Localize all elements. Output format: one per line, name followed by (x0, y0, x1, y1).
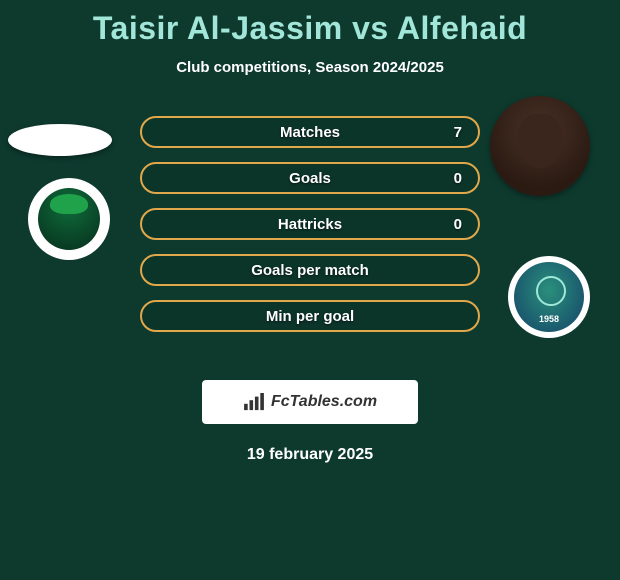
stat-value-right: 7 (454, 124, 462, 141)
stat-label: Matches (280, 124, 340, 141)
player-right-photo (490, 96, 590, 196)
club-badge-right: 1958 (508, 256, 590, 338)
page-title: Taisir Al-Jassim vs Alfehaid (0, 0, 620, 47)
stats-area: 1958 Matches 7 Goals 0 Hattricks 0 Goals… (0, 116, 620, 356)
date-label: 19 february 2025 (0, 446, 620, 464)
branding-label: FcTables.com (271, 393, 377, 411)
branding-badge: FcTables.com (202, 380, 418, 424)
stat-row-hattricks: Hattricks 0 (140, 208, 480, 240)
stat-label: Hattricks (278, 216, 342, 233)
club-right-year: 1958 (539, 314, 559, 324)
club-badge-left (28, 178, 110, 260)
stat-label: Goals per match (251, 262, 369, 279)
club-badge-right-crest: 1958 (514, 262, 584, 332)
stat-label: Min per goal (266, 308, 354, 325)
stat-row-goals: Goals 0 (140, 162, 480, 194)
stat-row-matches: Matches 7 (140, 116, 480, 148)
stat-row-min-per-goal: Min per goal (140, 300, 480, 332)
player-left-photo-placeholder (8, 124, 112, 156)
stat-row-goals-per-match: Goals per match (140, 254, 480, 286)
stat-value-right: 0 (454, 170, 462, 187)
stat-label: Goals (289, 170, 331, 187)
club-badge-left-crest (38, 188, 100, 250)
subtitle: Club competitions, Season 2024/2025 (0, 59, 620, 76)
comparison-card: Taisir Al-Jassim vs Alfehaid Club compet… (0, 0, 620, 580)
bars-icon (243, 393, 265, 411)
stat-value-right: 0 (454, 216, 462, 233)
stat-pill-stack: Matches 7 Goals 0 Hattricks 0 Goals per … (140, 116, 480, 332)
